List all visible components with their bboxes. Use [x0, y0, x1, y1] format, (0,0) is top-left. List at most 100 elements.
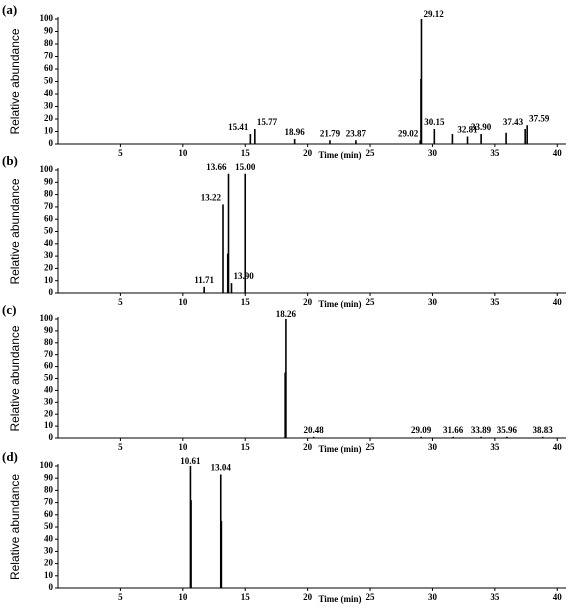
x-tick-label: 30 — [428, 442, 438, 452]
y-tick-label: 0 — [49, 582, 54, 592]
y-tick-label: 40 — [44, 88, 54, 98]
peak-label: 38.83 — [533, 425, 554, 435]
x-tick-label: 40 — [553, 442, 563, 452]
y-axis-label: Relative abundance — [8, 325, 22, 431]
y-tick-label: 60 — [44, 63, 54, 73]
peak-label: 15.41 — [228, 122, 249, 132]
y-tick-label: 60 — [44, 213, 54, 223]
x-tick-label: 20 — [303, 297, 313, 307]
peak-label: 21.79 — [320, 128, 341, 138]
peak-label: 29.02 — [398, 128, 419, 138]
y-tick-label: 10 — [44, 126, 54, 136]
x-axis-label: Time (min) — [318, 299, 361, 309]
peak-label: 18.96 — [285, 127, 306, 137]
x-tick-label: 5 — [118, 297, 123, 307]
y-tick-label: 50 — [44, 521, 54, 531]
x-tick-label: 40 — [553, 297, 563, 307]
y-tick-label: 70 — [44, 51, 54, 61]
y-tick-label: 60 — [44, 361, 54, 371]
y-tick-label: 90 — [44, 26, 54, 36]
peak-label: 33.89 — [471, 425, 492, 435]
panel-label: (d) — [2, 449, 18, 464]
y-tick-label: 10 — [44, 420, 54, 430]
y-tick-label: 100 — [40, 164, 54, 174]
y-axis-label: Relative abundance — [8, 178, 22, 284]
peak-label: 11.71 — [194, 275, 214, 285]
y-tick-label: 70 — [44, 201, 54, 211]
x-tick-label: 5 — [118, 442, 123, 452]
x-tick-label: 5 — [118, 592, 123, 602]
peak-label: 32.81 — [457, 125, 478, 135]
peak-label: 13.66 — [206, 162, 227, 172]
x-axis-label: Time (min) — [318, 150, 361, 160]
y-tick-label: 30 — [44, 396, 54, 406]
y-tick-label: 90 — [44, 325, 54, 335]
peak-label: 23.87 — [346, 128, 367, 138]
x-tick-label: 35 — [490, 148, 500, 158]
y-tick-label: 100 — [40, 460, 54, 470]
x-tick-label: 15 — [241, 442, 251, 452]
y-tick-label: 10 — [44, 570, 54, 580]
peak-label: 37.59 — [529, 113, 550, 123]
y-tick-label: 70 — [44, 349, 54, 359]
y-tick-label: 30 — [44, 545, 54, 555]
x-tick-label: 35 — [490, 442, 500, 452]
peak-label: 13.90 — [233, 271, 254, 281]
peak-label: 37.43 — [503, 117, 524, 127]
x-tick-label: 30 — [428, 297, 438, 307]
peak-label: 15.00 — [235, 162, 256, 172]
peak-label: 29.12 — [423, 9, 444, 19]
peak-label: 29.09 — [411, 425, 432, 435]
y-tick-label: 100 — [40, 13, 54, 23]
y-tick-label: 10 — [44, 275, 54, 285]
y-tick-label: 90 — [44, 472, 54, 482]
y-tick-label: 30 — [44, 250, 54, 260]
x-tick-label: 25 — [366, 297, 376, 307]
peak-label: 33.90 — [471, 122, 492, 132]
y-tick-label: 0 — [49, 138, 54, 148]
x-tick-label: 25 — [366, 148, 376, 158]
peak-label: 13.04 — [211, 463, 232, 473]
y-tick-label: 50 — [44, 226, 54, 236]
panel-label: (b) — [2, 153, 18, 168]
y-tick-label: 60 — [44, 509, 54, 519]
y-tick-label: 80 — [44, 337, 54, 347]
panel-label: (c) — [2, 302, 16, 317]
peak-label: 31.66 — [443, 425, 464, 435]
y-tick-label: 20 — [44, 558, 54, 568]
y-tick-label: 80 — [44, 189, 54, 199]
x-tick-label: 30 — [428, 148, 438, 158]
y-tick-label: 50 — [44, 373, 54, 383]
x-tick-label: 25 — [366, 592, 376, 602]
y-tick-label: 40 — [44, 533, 54, 543]
peak-label: 20.48 — [303, 425, 324, 435]
y-tick-label: 50 — [44, 76, 54, 86]
peak-label: 18.26 — [276, 309, 297, 319]
x-tick-label: 10 — [178, 442, 188, 452]
y-tick-label: 100 — [40, 313, 54, 323]
y-tick-label: 90 — [44, 176, 54, 186]
x-tick-label: 20 — [303, 148, 313, 158]
peak-label: 15.77 — [257, 117, 278, 127]
y-tick-label: 20 — [44, 408, 54, 418]
x-axis-label: Time (min) — [318, 594, 361, 604]
x-tick-label: 30 — [428, 592, 438, 602]
x-tick-label: 25 — [366, 442, 376, 452]
y-tick-label: 20 — [44, 113, 54, 123]
x-tick-label: 10 — [178, 592, 188, 602]
peak-label: 13.22 — [201, 193, 222, 203]
peak-label: 10.61 — [180, 456, 201, 466]
y-axis-label: Relative abundance — [8, 474, 22, 580]
x-axis-label: Time (min) — [318, 444, 361, 454]
y-tick-label: 40 — [44, 384, 54, 394]
x-tick-label: 10 — [178, 148, 188, 158]
y-tick-label: 30 — [44, 101, 54, 111]
y-tick-label: 0 — [49, 287, 54, 297]
x-tick-label: 10 — [178, 297, 188, 307]
x-tick-label: 40 — [553, 592, 563, 602]
x-tick-label: 20 — [303, 442, 313, 452]
x-tick-label: 35 — [490, 297, 500, 307]
y-tick-label: 20 — [44, 262, 54, 272]
panel-label: (a) — [2, 2, 17, 17]
peak-label: 35.96 — [497, 425, 518, 435]
